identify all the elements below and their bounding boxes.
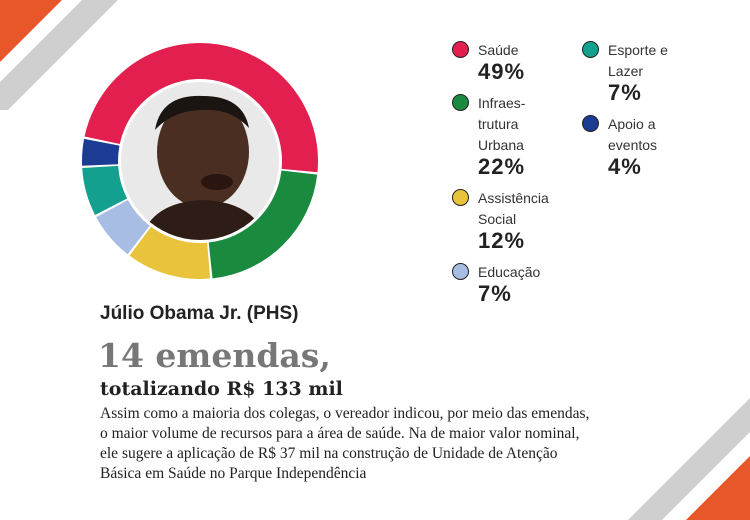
legend-left-column: Saúde 49% Infraes- trutura Urbana 22% Assist… <box>452 40 549 315</box>
legend-swatch <box>452 189 469 206</box>
portrait-body-shape <box>141 200 267 240</box>
councilor-name: Júlio Obama Jr. (PHS) <box>100 303 299 324</box>
portrait-photo <box>121 82 279 240</box>
body-line: o maior volume de recursos para a área d… <box>100 425 580 442</box>
legend-swatch <box>582 41 599 58</box>
legend-value: 7% <box>608 80 642 105</box>
donut-chart <box>82 43 318 279</box>
legend-label: Apoio a eventos <box>608 116 658 153</box>
legend-item: Apoio a eventos 4% <box>582 114 668 178</box>
legend-swatch <box>452 41 469 58</box>
headline: 14 emendas, <box>98 336 331 375</box>
top-left-corner-decoration <box>0 0 118 110</box>
body-line: ele sugere a aplicação de R$ 37 mil na c… <box>100 445 558 462</box>
donut-slice-0 <box>84 43 318 173</box>
body-line: Básica em Saúde no Parque Independência <box>100 465 367 482</box>
donut-slice-2 <box>129 226 211 279</box>
corner-stripe-shape <box>628 398 750 520</box>
corner-orange-shape <box>0 0 62 62</box>
legend-swatch <box>452 94 469 111</box>
legend-value: 7% <box>478 281 512 306</box>
legend-item: Educação 7% <box>452 262 549 305</box>
body-text: Assim como a maioria dos colegas, o vere… <box>100 404 680 484</box>
legend-label: Assistência Social <box>478 190 549 227</box>
corner-orange-shape <box>686 456 750 520</box>
donut-slice-5 <box>82 138 120 166</box>
legend-label: Educação <box>478 264 541 280</box>
legend-label: Esporte e Lazer <box>608 42 668 79</box>
donut-slice-4 <box>82 165 128 215</box>
legend-value: 22% <box>478 154 526 179</box>
legend-item: Assistência Social 12% <box>452 188 549 252</box>
legend-item: Esporte e Lazer 7% <box>582 40 668 104</box>
legend-value: 12% <box>478 228 526 253</box>
portrait-hair-shape <box>155 95 249 130</box>
bottom-right-corner-decoration <box>628 398 750 520</box>
legend-right-column: Esporte e Lazer 7% Apoio a eventos 4% <box>582 40 668 188</box>
legend-label: Saúde <box>478 42 519 58</box>
body-line: Assim como a maioria dos colegas, o vere… <box>100 405 590 422</box>
donut-slice-3 <box>96 199 150 255</box>
corner-stripe-shape <box>0 0 118 110</box>
legend-swatch <box>582 115 599 132</box>
donut-slice-1 <box>208 170 318 279</box>
legend-item: Saúde 49% <box>452 40 549 83</box>
legend-label: Infraes- trutura Urbana <box>478 95 526 153</box>
portrait-mouth-shape <box>201 174 233 190</box>
legend-value: 49% <box>478 59 526 84</box>
legend-item: Infraes- trutura Urbana 22% <box>452 93 549 178</box>
legend-value: 4% <box>608 154 642 179</box>
legend-swatch <box>452 263 469 280</box>
subheadline: totalizando R$ 133 mil <box>100 378 343 400</box>
